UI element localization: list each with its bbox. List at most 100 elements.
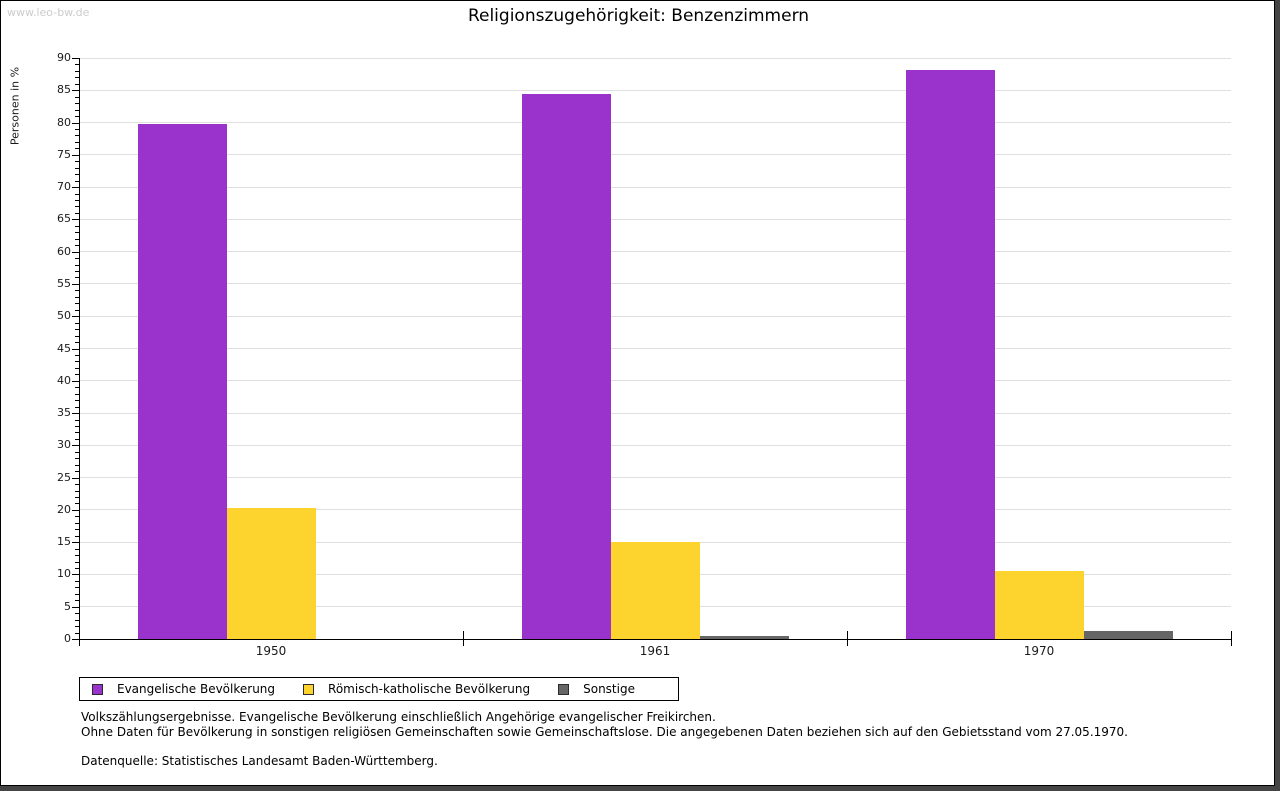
y-minor-tick [75,161,79,163]
x-axis-line [79,639,1232,640]
y-minor-tick [75,529,79,531]
y-minor-tick [75,419,79,421]
y-minor-tick [75,503,79,505]
x-boundary-tick [463,631,464,646]
x-tick-label: 1961 [639,644,671,658]
y-minor-tick [75,83,79,85]
y-tick-label: 25 [57,470,71,484]
y-tick-label: 60 [57,244,71,258]
y-gridline [79,509,1231,511]
y-tick-label: 45 [57,341,71,355]
y-minor-tick [75,135,79,137]
y-major-tick [72,413,79,415]
y-minor-tick [75,322,79,324]
y-minor-tick [75,193,79,195]
y-minor-tick [75,271,79,273]
y-gridline [79,315,1231,317]
y-minor-tick [75,329,79,331]
y-axis-line [79,58,80,640]
y-minor-tick [75,619,79,621]
y-tick-label: 65 [57,212,71,226]
legend-entry: Römisch-katholische Bevölkerung [303,682,530,696]
bar-evangelische-bev-lkerung-1970 [905,70,995,639]
bar-sonstige-1961 [699,635,789,639]
watermark: www.leo-bw.de [7,6,90,19]
y-major-tick [72,58,79,59]
y-tick-label: 90 [57,51,71,64]
y-minor-tick [75,632,79,634]
y-major-tick [72,542,79,544]
y-minor-tick [75,225,79,227]
legend-label: Sonstige [583,682,635,696]
bar-r-misch-katholische-bev-lkerung-1961 [610,542,700,639]
y-minor-tick [75,277,79,279]
legend-swatch-icon [303,683,315,695]
y-minor-tick [75,458,79,460]
y-minor-tick [75,490,79,492]
y-major-tick [72,574,79,576]
y-major-tick [72,445,79,447]
y-minor-tick [75,354,79,356]
y-gridline [79,477,1231,479]
y-tick-label: 0 [64,632,71,645]
y-minor-tick [75,561,79,563]
y-gridline [79,122,1231,124]
y-minor-tick [75,258,79,260]
y-minor-tick [75,438,79,440]
y-tick-label: 80 [57,115,71,129]
y-minor-tick [75,600,79,602]
y-minor-tick [75,264,79,266]
y-minor-tick [75,393,79,395]
y-minor-tick [75,296,79,298]
y-minor-tick [75,496,79,498]
y-minor-tick [75,522,79,524]
x-boundary-tick [1231,631,1232,646]
legend-entry: Sonstige [558,682,635,696]
y-minor-tick [75,303,79,305]
y-minor-tick [75,167,79,169]
y-gridline [79,380,1231,382]
y-minor-tick [75,109,79,111]
y-minor-tick [75,587,79,589]
y-minor-tick [75,129,79,130]
y-minor-tick [75,548,79,550]
y-major-tick [72,639,79,640]
footnote-line-1: Volkszählungsergebnisse. Evangelische Be… [81,710,716,724]
y-tick-label: 50 [57,309,71,323]
y-minor-tick [75,148,79,150]
y-minor-tick [75,593,79,595]
data-source: Datenquelle: Statistisches Landesamt Bad… [81,754,438,768]
bar-evangelische-bev-lkerung-1961 [521,93,611,639]
y-tick-label: 70 [57,180,71,194]
y-minor-tick [75,406,79,408]
y-major-tick [72,380,79,382]
y-minor-tick [75,484,79,486]
y-minor-tick [75,335,79,337]
y-minor-tick [75,232,79,234]
y-minor-tick [75,425,79,427]
y-gridline [79,154,1231,156]
bar-evangelische-bev-lkerung-1950 [137,124,227,639]
y-tick-label: 75 [57,147,71,161]
bar-r-misch-katholische-bev-lkerung-1970 [994,570,1084,639]
y-tick-label: 5 [64,599,71,613]
y-tick-label: 20 [57,502,71,516]
x-boundary-tick [847,631,848,646]
y-minor-tick [75,77,79,79]
y-tick-label: 15 [57,535,71,549]
bar-sonstige-1970 [1083,630,1173,639]
y-minor-tick [75,432,79,434]
y-major-tick [72,251,79,253]
legend-label: Evangelische Bevölkerung [117,682,276,696]
y-major-tick [72,316,79,318]
y-minor-tick [75,238,79,240]
page-title: Religionszugehörigkeit: Benzenzimmern [467,6,810,26]
y-minor-tick [75,367,79,369]
legend-entry: Evangelische Bevölkerung [92,682,275,696]
y-major-tick [72,122,79,124]
y-tick-label: 40 [57,373,71,387]
y-minor-tick [75,64,79,66]
footnote-line-2: Ohne Daten für Bevölkerung in sonstigen … [81,724,1128,739]
